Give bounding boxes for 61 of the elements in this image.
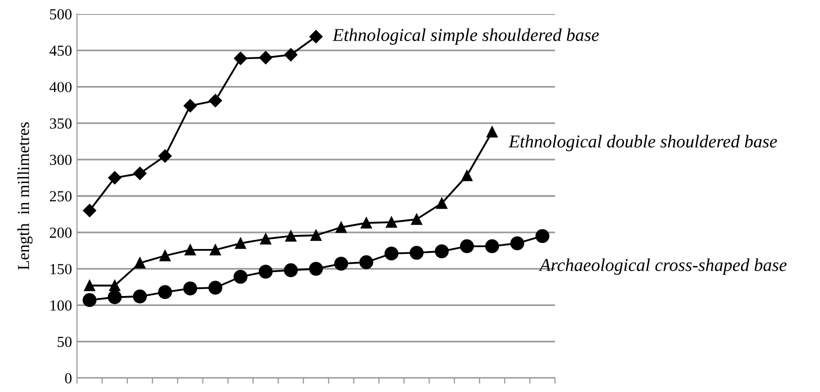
point — [134, 257, 146, 269]
point — [184, 99, 197, 112]
point — [510, 236, 524, 250]
point — [183, 282, 198, 296]
point — [434, 244, 449, 258]
series-label: Ethnological simple shouldered base — [332, 28, 599, 45]
y-tick-label: 0 — [65, 373, 72, 384]
point — [133, 166, 146, 180]
point — [460, 239, 474, 254]
point — [259, 51, 272, 64]
point — [208, 280, 222, 295]
point — [260, 233, 272, 245]
point — [360, 217, 372, 228]
point — [436, 198, 448, 209]
point — [486, 126, 498, 138]
point — [386, 216, 398, 228]
y-tick-label: 350 — [50, 118, 72, 129]
point — [284, 48, 298, 62]
point — [208, 94, 222, 108]
point — [258, 264, 273, 279]
y-tick-label: 250 — [50, 191, 72, 202]
point — [234, 238, 246, 249]
point — [158, 285, 172, 300]
point — [359, 255, 374, 270]
point — [411, 214, 422, 225]
y-tick-label: 150 — [50, 264, 72, 274]
point — [132, 290, 147, 304]
point — [334, 256, 348, 271]
series-label: Archaeological cross-shaped base — [538, 258, 787, 275]
point — [535, 229, 550, 243]
point — [336, 222, 347, 233]
point — [159, 250, 171, 262]
point — [234, 52, 248, 65]
point — [158, 149, 172, 163]
point — [109, 280, 120, 292]
point — [108, 171, 122, 184]
point — [82, 204, 96, 218]
y-axis-title: Length in millimetres — [17, 122, 33, 270]
y-tick-label: 200 — [50, 228, 72, 238]
point — [485, 239, 500, 254]
point — [384, 246, 398, 260]
point — [82, 293, 97, 308]
point — [410, 246, 424, 260]
y-tick-label: 500 — [50, 9, 72, 20]
point — [285, 230, 296, 242]
y-tick-label: 50 — [58, 336, 72, 348]
point — [108, 290, 122, 304]
y-tick-label: 100 — [50, 300, 72, 311]
point — [84, 280, 96, 292]
point — [234, 270, 248, 284]
series-label: Ethnological double shouldered base — [508, 134, 777, 152]
point — [309, 262, 323, 276]
point — [461, 170, 473, 182]
y-tick-label: 400 — [50, 82, 72, 92]
point — [184, 244, 196, 256]
point — [310, 230, 322, 241]
y-tick-label: 300 — [50, 154, 72, 166]
point — [284, 263, 298, 278]
point — [210, 244, 221, 256]
point — [309, 30, 323, 44]
y-tick-label: 450 — [50, 46, 72, 56]
